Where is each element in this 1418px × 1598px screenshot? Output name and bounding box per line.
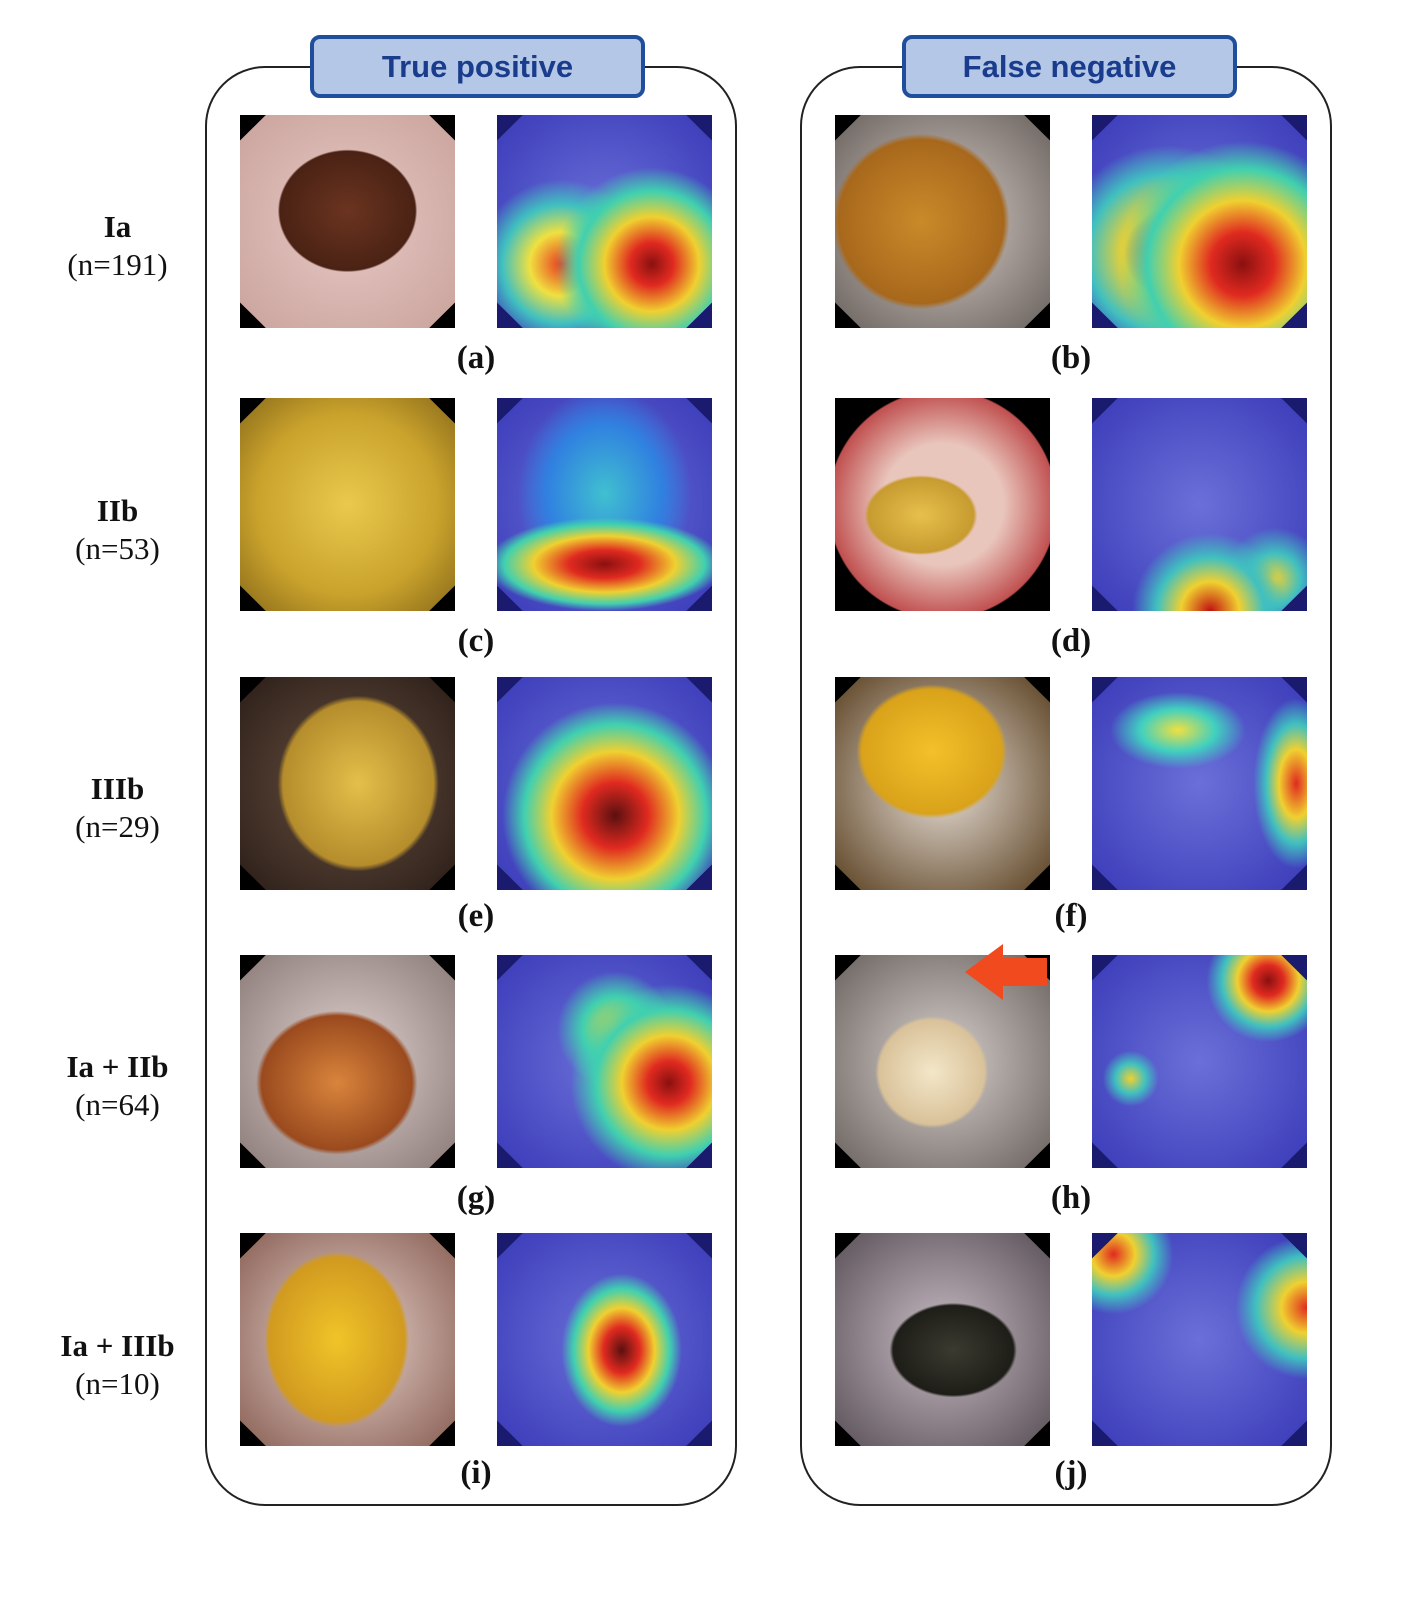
heatmap-image-bg (497, 398, 712, 611)
panel-caption: (g) (456, 1180, 496, 1216)
panel-caption: (j) (1054, 1455, 1088, 1491)
endoscopy-image-bg (835, 115, 1050, 328)
grad-cam-heatmap (497, 115, 712, 328)
stone-type: Ia + IIb (66, 1049, 169, 1084)
row-label: IIb (n=53) (30, 492, 205, 568)
endoscopy-image (835, 1233, 1050, 1446)
endoscopy-image (240, 1233, 455, 1446)
heatmap-image-bg (1092, 115, 1307, 328)
endoscopy-image-bg (835, 398, 1050, 611)
heatmap-image-bg (1092, 1233, 1307, 1446)
endoscopy-image-bg (835, 1233, 1050, 1446)
panel-caption: (a) (456, 340, 496, 376)
heatmap-image-bg (497, 955, 712, 1168)
endoscopy-image-bg (240, 398, 455, 611)
endoscopy-image (835, 677, 1050, 890)
row-label: Ia (n=191) (30, 208, 205, 284)
heatmap-image-bg (497, 677, 712, 890)
panel-caption: (i) (460, 1455, 492, 1491)
grad-cam-heatmap (497, 955, 712, 1168)
sample-count: (n=53) (75, 531, 160, 566)
endoscopy-image-bg (240, 115, 455, 328)
heatmap-image-bg (1092, 398, 1307, 611)
grad-cam-heatmap (1092, 955, 1307, 1168)
row-label: Ia + IIIb (n=10) (30, 1327, 205, 1403)
endoscopy-image (240, 115, 455, 328)
endoscopy-image (835, 398, 1050, 611)
heatmap-image-bg (1092, 677, 1307, 890)
grad-cam-heatmap (497, 1233, 712, 1446)
heatmap-image-bg (1092, 955, 1307, 1168)
grad-cam-heatmap (497, 398, 712, 611)
false-negative-header: False negative (902, 35, 1237, 98)
grad-cam-heatmap (497, 677, 712, 890)
endoscopy-image (240, 398, 455, 611)
panel-caption: (c) (457, 623, 495, 659)
panel-caption: (b) (1050, 340, 1092, 376)
grad-cam-heatmap (1092, 1233, 1307, 1446)
endoscopy-image (240, 677, 455, 890)
row-label: IIIb (n=29) (30, 770, 205, 846)
endoscopy-image-bg (240, 677, 455, 890)
stone-type: IIb (96, 493, 139, 528)
heatmap-image-bg (497, 1233, 712, 1446)
panel-caption: (d) (1050, 623, 1092, 659)
endoscopy-image (240, 955, 455, 1168)
grad-cam-heatmap (1092, 398, 1307, 611)
row-label: Ia + IIb (n=64) (30, 1048, 205, 1124)
endoscopy-image-bg (835, 677, 1050, 890)
red-arrow-icon (965, 944, 1047, 1000)
endoscopy-image-bg (835, 955, 1050, 1168)
endoscopy-image-bg (240, 955, 455, 1168)
heatmap-image-bg (497, 115, 712, 328)
endoscopy-image (835, 115, 1050, 328)
endoscopy-image (835, 955, 1050, 1168)
panel-caption: (h) (1050, 1180, 1092, 1216)
sample-count: (n=29) (75, 809, 160, 844)
endoscopy-image-bg (240, 1233, 455, 1446)
grad-cam-heatmap (1092, 115, 1307, 328)
true-positive-header: True positive (310, 35, 645, 98)
sample-count: (n=191) (67, 247, 168, 282)
panel-caption: (f) (1054, 898, 1088, 934)
sample-count: (n=10) (75, 1366, 160, 1401)
panel-caption: (e) (457, 898, 495, 934)
stone-type: Ia + IIIb (60, 1328, 175, 1363)
stone-type: IIIb (90, 771, 145, 806)
grad-cam-heatmap (1092, 677, 1307, 890)
sample-count: (n=64) (75, 1087, 160, 1122)
stone-type: Ia (103, 209, 132, 244)
